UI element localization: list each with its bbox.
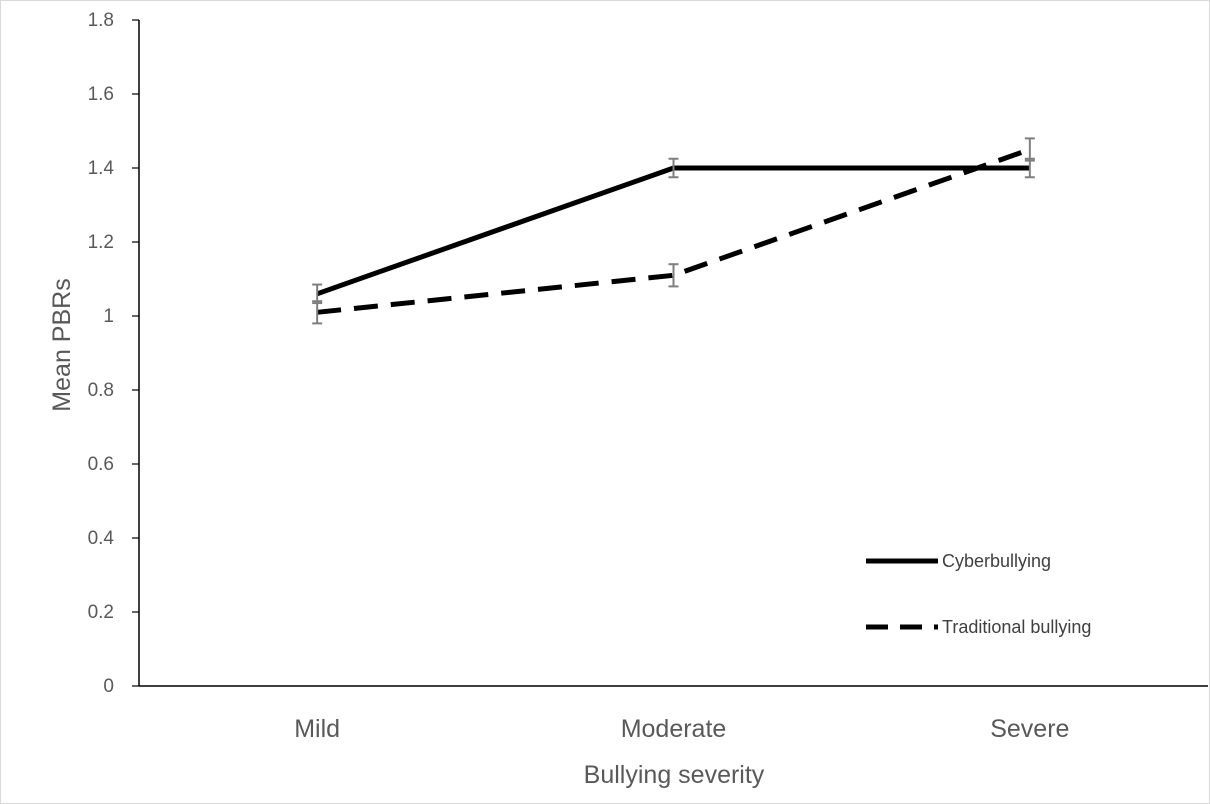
y-tick-label: 1.8 <box>88 10 114 31</box>
x-category-labels: Mild Moderate Severe <box>294 715 1069 743</box>
x-axis-title: Bullying severity <box>584 761 765 789</box>
y-tick-label: 0 <box>103 676 114 697</box>
x-category-label: Severe <box>990 715 1069 743</box>
y-tick-label: 0.6 <box>88 454 114 475</box>
y-axis-title: Mean PBRs <box>48 278 76 411</box>
axes <box>132 19 1208 687</box>
series-line-traditional-bullying <box>316 147 1031 315</box>
y-tick-label: 1 <box>103 306 114 327</box>
y-tick-label: 0.8 <box>88 380 114 401</box>
error-bar <box>1024 137 1035 162</box>
error-bar <box>668 157 679 179</box>
legend-label: Traditional bullying <box>942 617 1091 637</box>
y-tick-labels: 0 0.2 0.4 0.6 0.8 1 1.2 1.4 1.6 1.8 <box>88 10 115 697</box>
error-bars <box>312 137 1035 325</box>
x-category-label: Mild <box>294 715 340 743</box>
y-tick-label: 0.4 <box>88 528 115 549</box>
x-category-label: Moderate <box>621 715 727 743</box>
legend-label: Cyberbullying <box>942 551 1051 571</box>
y-tick-label: 1.4 <box>88 158 115 179</box>
y-tick-label: 1.6 <box>88 84 114 105</box>
y-tick-label: 1.2 <box>88 232 114 253</box>
error-bar <box>312 300 323 325</box>
legend: Cyberbullying Traditional bullying <box>866 551 1091 637</box>
error-bar <box>668 263 679 288</box>
y-tick-label: 0.2 <box>88 602 114 623</box>
